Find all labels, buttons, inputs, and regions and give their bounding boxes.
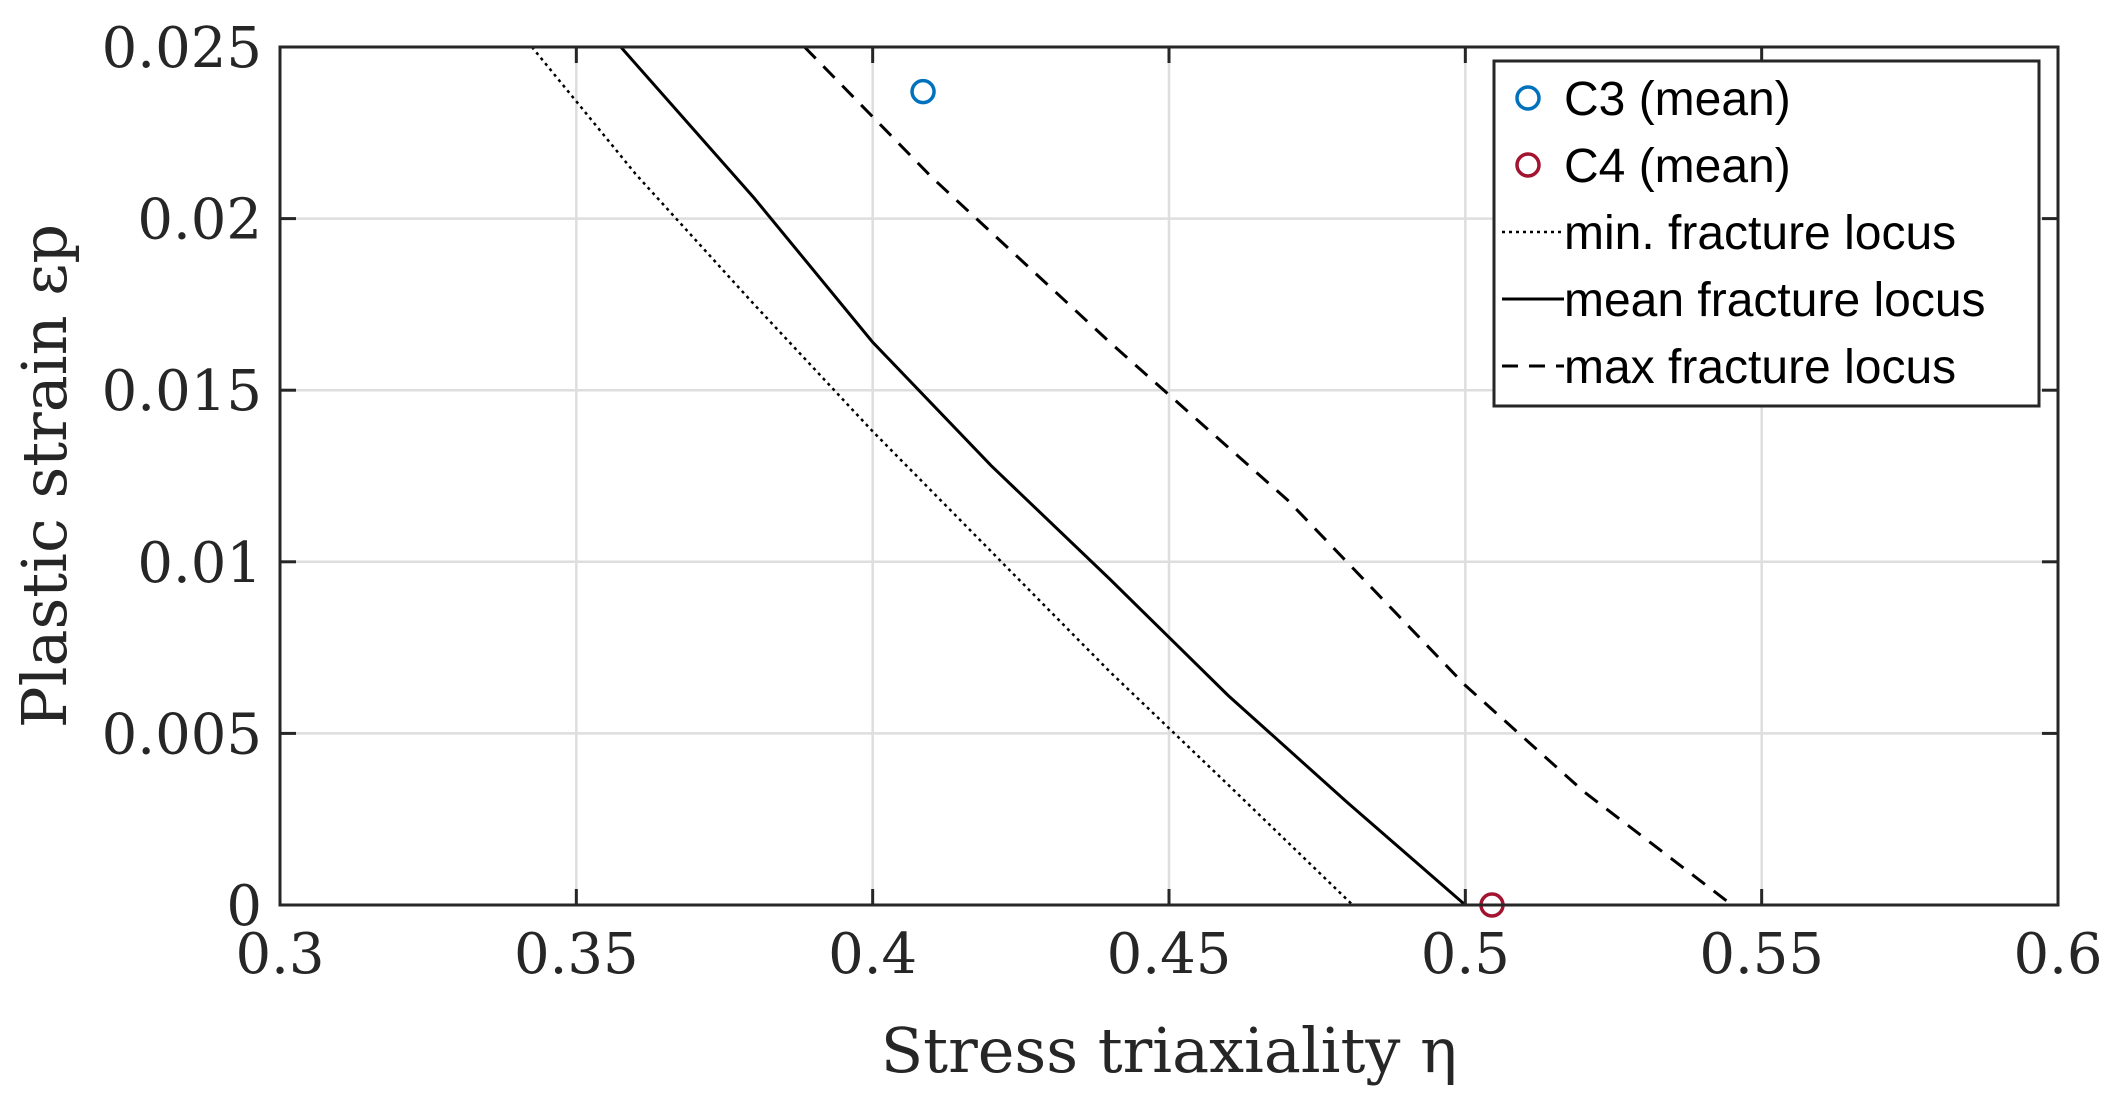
- x-axis-title: Stress triaxiality η: [881, 1014, 1458, 1087]
- tick-labels: 0.3 0.35 0.4 0.45 0.5 0.55 0.6 0 0.005 0.01 0.015 0…: [102, 16, 2103, 987]
- legend-label-min-fracture-locus: min. fracture locus: [1564, 207, 1956, 260]
- c3-mean-marker: [910, 78, 936, 105]
- min-fracture-locus-line: [530, 47, 1354, 905]
- y-tick-label: 0.025: [102, 16, 262, 81]
- y-tick-label: 0.005: [102, 702, 262, 767]
- x-tick-label: 0.3: [235, 922, 324, 987]
- legend-label-mean-fracture-locus: mean fracture locus: [1564, 274, 1986, 327]
- max-fracture-locus-line: [803, 47, 1733, 905]
- x-tick-label: 0.4: [828, 922, 917, 987]
- legend-box: [1492, 59, 2041, 408]
- y-tick-label: 0: [226, 874, 262, 939]
- mean-fracture-locus-line: [619, 47, 1467, 905]
- axis-ticks: [278, 45, 2060, 907]
- x-tick-label: 0.6: [2013, 922, 2102, 987]
- y-axis-title: Plastic strain εp: [8, 224, 81, 728]
- x-tick-label: 0.45: [1107, 922, 1232, 987]
- legend-label-c3-mean: C3 (mean): [1564, 73, 1791, 126]
- y-tick-label: 0.02: [137, 188, 262, 253]
- x-tick-label: 0.35: [514, 922, 639, 987]
- legend-swatch-c4-mean: [1515, 152, 1541, 178]
- x-tick-label: 0.55: [1699, 922, 1824, 987]
- legend-label-c4-mean: C4 (mean): [1564, 140, 1791, 193]
- y-tick-label: 0.015: [102, 359, 262, 424]
- legend: C3 (mean) C4 (mean) min. fracture locus mea…: [1492, 59, 2041, 408]
- y-tick-label: 0.01: [137, 531, 262, 596]
- legend-label-max-fracture-locus: max fracture locus: [1564, 341, 1956, 394]
- x-tick-label: 0.5: [1421, 922, 1510, 987]
- legend-swatch-c3-mean: [1515, 85, 1541, 111]
